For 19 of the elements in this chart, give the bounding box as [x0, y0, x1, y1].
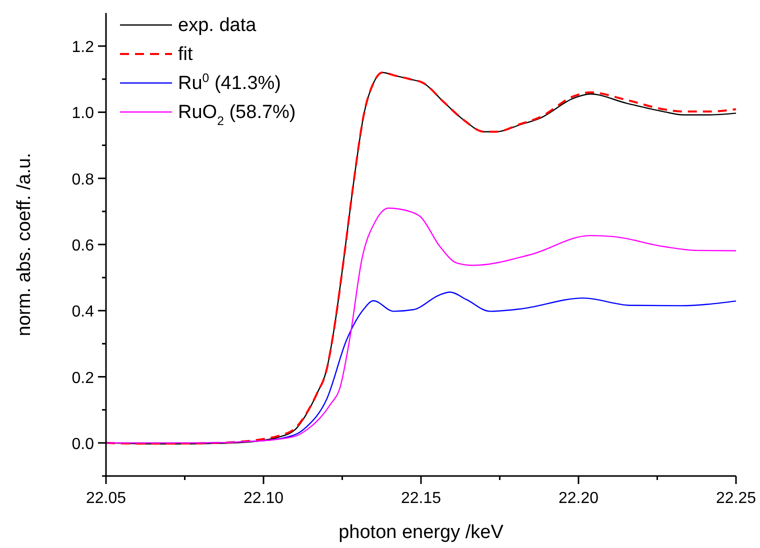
legend-label: exp. data — [178, 15, 257, 36]
y-tick-label: 0.6 — [72, 238, 94, 254]
y-tick-label: 0.8 — [72, 171, 94, 188]
y-tick-label: 0.2 — [72, 370, 94, 387]
legend-label: RuO$_{2}$ (58.7%) — [178, 102, 296, 128]
x-axis-title: photon energy /keV — [338, 522, 504, 543]
legend-label: fit — [178, 44, 194, 65]
x-tick-label: 22.20 — [558, 490, 599, 507]
y-tick-label: 0.0 — [72, 436, 94, 453]
y-tick-label: 1.2 — [72, 39, 94, 56]
y-tick-label: 0.4 — [72, 304, 94, 321]
legend-label: Ru$^{0}$ (41.3%) — [178, 71, 281, 94]
x-tick-label: 22.25 — [716, 490, 756, 507]
x-tick-label: 22.10 — [243, 490, 284, 507]
line-series — [105, 208, 737, 444]
x-tick-label: 22.05 — [86, 490, 126, 507]
x-tick-label: 22.15 — [400, 490, 442, 507]
y-tick-label: 1.0 — [72, 105, 94, 122]
y-axis-title: norm. abs. coeff. /a.u. — [14, 152, 35, 336]
